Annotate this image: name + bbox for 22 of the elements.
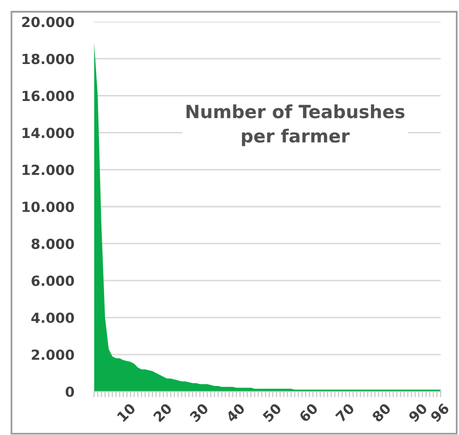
x-tick-label: 80 [371, 402, 392, 423]
y-tick-label: 0 [66, 386, 74, 397]
y-tick-label: 10.000 [22, 202, 74, 212]
y-tick-label: 4.000 [31, 312, 74, 324]
text: Number of Teabushes per farmer [186, 104, 404, 146]
y-tick-label: 18.000 [22, 54, 74, 64]
y-tick-label: 8.000 [32, 238, 74, 250]
x-tick-label: 10 [116, 402, 136, 422]
x-tick-label: 96 [430, 402, 450, 423]
y-tick-label: 20.000 [22, 16, 74, 28]
x-tick-label: 50 [262, 402, 282, 422]
y-tick-label: 2.000 [32, 349, 74, 360]
x-tick-label: 20 [152, 402, 173, 422]
y-tick-label: 6.000 [32, 276, 74, 286]
y-tick-label: 12.000 [22, 164, 74, 176]
x-tick-label: 90 [408, 402, 428, 423]
x-tick-label: 70 [335, 402, 356, 423]
x-tick-label: 40 [225, 402, 246, 423]
y-tick-label: 14.000 [22, 128, 74, 138]
x-tick-label: 60 [298, 402, 319, 423]
x-tick-label: 30 [189, 402, 210, 423]
y-tick-label: 16.000 [22, 90, 74, 102]
